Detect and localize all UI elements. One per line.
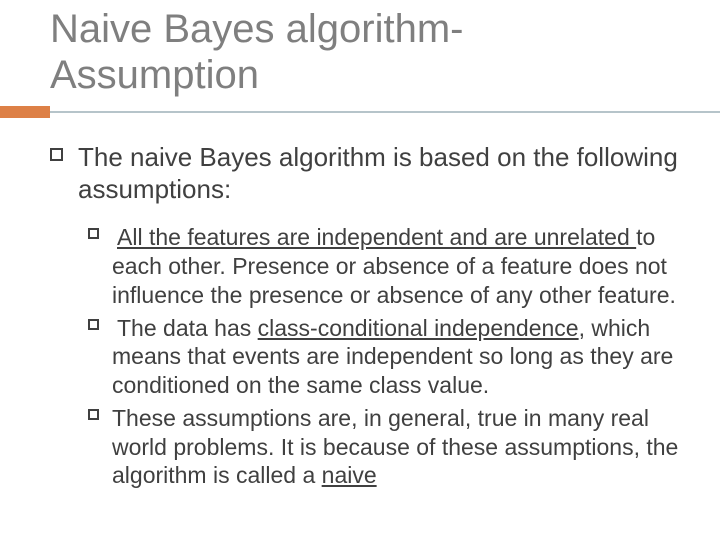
list-item-text: The data has class-conditional independe… bbox=[112, 314, 680, 400]
accent-row bbox=[0, 106, 720, 118]
square-bullet-icon bbox=[88, 319, 99, 330]
list-item-text: These assumptions are, in general, true … bbox=[112, 404, 680, 490]
list-item-text: All the features are independent and are… bbox=[112, 223, 680, 309]
title-block: Naive Bayes algorithm- Assumption bbox=[0, 0, 720, 98]
list-item: The data has class-conditional independe… bbox=[88, 314, 680, 400]
title-line-1: Naive Bayes algorithm- bbox=[50, 7, 464, 51]
underlined-text: class-conditional independence bbox=[258, 315, 579, 341]
title-line-2: Assumption bbox=[50, 53, 259, 97]
slide: Naive Bayes algorithm- Assumption The na… bbox=[0, 0, 720, 540]
body-area: The naive Bayes algorithm is based on th… bbox=[0, 118, 720, 490]
underlined-text: All the features are independent and are… bbox=[117, 224, 636, 250]
square-bullet-icon bbox=[50, 148, 63, 161]
intro-item: The naive Bayes algorithm is based on th… bbox=[50, 142, 680, 205]
plain-text: These assumptions are, in general, true … bbox=[112, 405, 678, 489]
square-bullet-icon bbox=[88, 409, 99, 420]
underlined-text: naive bbox=[322, 462, 377, 488]
accent-underline bbox=[50, 111, 720, 113]
square-bullet-icon bbox=[88, 228, 99, 239]
list-item: These assumptions are, in general, true … bbox=[88, 404, 680, 490]
plain-text: The data has bbox=[117, 315, 258, 341]
list-item: All the features are independent and are… bbox=[88, 223, 680, 309]
intro-text: The naive Bayes algorithm is based on th… bbox=[78, 142, 680, 205]
slide-title: Naive Bayes algorithm- Assumption bbox=[50, 6, 720, 98]
accent-bar-orange bbox=[0, 106, 50, 118]
sub-list: All the features are independent and are… bbox=[50, 219, 680, 490]
